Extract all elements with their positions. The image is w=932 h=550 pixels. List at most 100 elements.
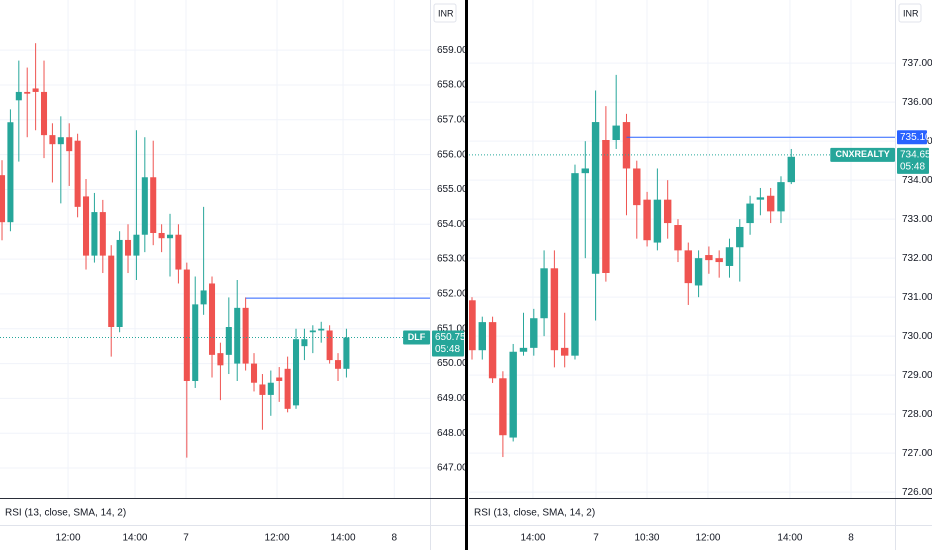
x-tick-label: 7 [593, 533, 599, 544]
candle-body [674, 225, 682, 251]
candle-body [725, 247, 734, 266]
countdown: 05:48 [435, 344, 460, 355]
symbol-label: DLF [408, 332, 426, 342]
candle-body [581, 168, 589, 174]
candle-body [694, 258, 703, 286]
candle-body [602, 140, 610, 273]
last-price-box [432, 330, 464, 357]
candle-body [40, 91, 48, 136]
candle-body [684, 250, 692, 284]
y-tick-label: 650.00 [437, 358, 468, 369]
y-tick-label: 658.00 [437, 80, 468, 91]
candle-body [550, 268, 559, 351]
candle-body [705, 255, 713, 261]
last-price-label: 734.65 [900, 149, 931, 160]
x-tick-label: 14:00 [777, 533, 802, 544]
y-tick-label: 731.00 [902, 292, 932, 303]
y-tick-label: 647.00 [437, 463, 468, 474]
candle-body [108, 255, 115, 328]
candle-body [633, 168, 641, 206]
candle-body [234, 307, 241, 364]
y-tick-label: 726.00 [902, 487, 932, 498]
pane [0, 0, 430, 498]
y-tick-label: 653.00 [437, 254, 468, 265]
y-tick-label: 649.00 [437, 393, 468, 404]
candle-body [612, 125, 620, 141]
y-tick-label: 654.00 [437, 219, 468, 230]
candle-body [509, 351, 517, 438]
x-tick-label: 8 [392, 533, 398, 544]
candle-body [469, 300, 476, 351]
candle-body [57, 137, 64, 145]
currency-label: INR [903, 8, 919, 18]
candle-body [519, 347, 528, 352]
candle-body [74, 140, 81, 207]
candle-body [746, 203, 754, 224]
candle-body [326, 330, 333, 361]
candle-body [591, 122, 600, 274]
y-tick-label: 657.00 [437, 114, 468, 125]
candle-body [49, 135, 56, 145]
x-tick-label: 10:30 [634, 533, 659, 544]
currency-box [433, 3, 457, 23]
candle-body [284, 368, 291, 409]
candle-body [66, 137, 73, 152]
candle-body [82, 196, 90, 256]
candle-body [643, 199, 651, 241]
candle-body [276, 377, 283, 381]
candle-body [653, 199, 662, 243]
candle-body [24, 91, 31, 94]
candle-body [7, 122, 14, 223]
pane [469, 0, 895, 498]
x-tick-label: 8 [848, 533, 854, 544]
candle-body [777, 182, 785, 212]
candle-body [766, 195, 775, 212]
candle-body [91, 212, 98, 256]
candle-body [217, 353, 224, 366]
y-tick-label: 733.00 [902, 214, 932, 225]
candle-body [150, 177, 157, 233]
candle-body [571, 173, 579, 356]
candle-body [259, 384, 266, 395]
candle-body [32, 88, 39, 92]
x-tick-label: 12:00 [56, 533, 81, 544]
currency-label: INR [438, 8, 454, 18]
candle-body [267, 382, 274, 395]
indicator-label: RSI (13, close, SMA, 14, 2) [474, 508, 595, 519]
candle-body [301, 339, 308, 347]
y-tick-label: 729.00 [902, 370, 932, 381]
candle-body [756, 197, 765, 200]
candle-body [250, 363, 258, 383]
candle-body [499, 378, 507, 436]
candle-body [715, 258, 723, 263]
candle-body [133, 234, 140, 256]
candle-body [292, 339, 300, 406]
x-tick-label: 7 [183, 533, 189, 544]
candle-body [183, 269, 190, 381]
y-tick-label: 737.00 [902, 58, 932, 69]
candle-body [478, 322, 486, 351]
candle-body [622, 122, 631, 169]
candle-body [141, 177, 148, 235]
symbol-label: CNXREALTY [835, 149, 889, 159]
y-tick-label: 651.00 [437, 323, 468, 334]
x-tick-label: 12:00 [265, 533, 290, 544]
candle-body [787, 156, 795, 183]
candle-body [166, 234, 174, 239]
candle-body [736, 226, 744, 248]
x-tick-label: 14:00 [331, 533, 356, 544]
y-tick-label: 659.00 [437, 45, 468, 56]
symbol-label-box [830, 147, 895, 162]
candle-body [318, 328, 325, 331]
x-tick-label: 12:00 [695, 533, 720, 544]
candle-body [124, 239, 132, 256]
candle-body [99, 212, 106, 256]
y-tick-label: 727.00 [902, 448, 932, 459]
candle-body [15, 91, 22, 101]
y-tick-label: 648.00 [437, 428, 468, 439]
x-tick-label: 14:00 [520, 533, 545, 544]
y-tick-label: 736.00 [902, 97, 932, 108]
candle-body [334, 360, 342, 369]
candle-body [192, 304, 199, 381]
symbol-label-box [403, 330, 430, 345]
